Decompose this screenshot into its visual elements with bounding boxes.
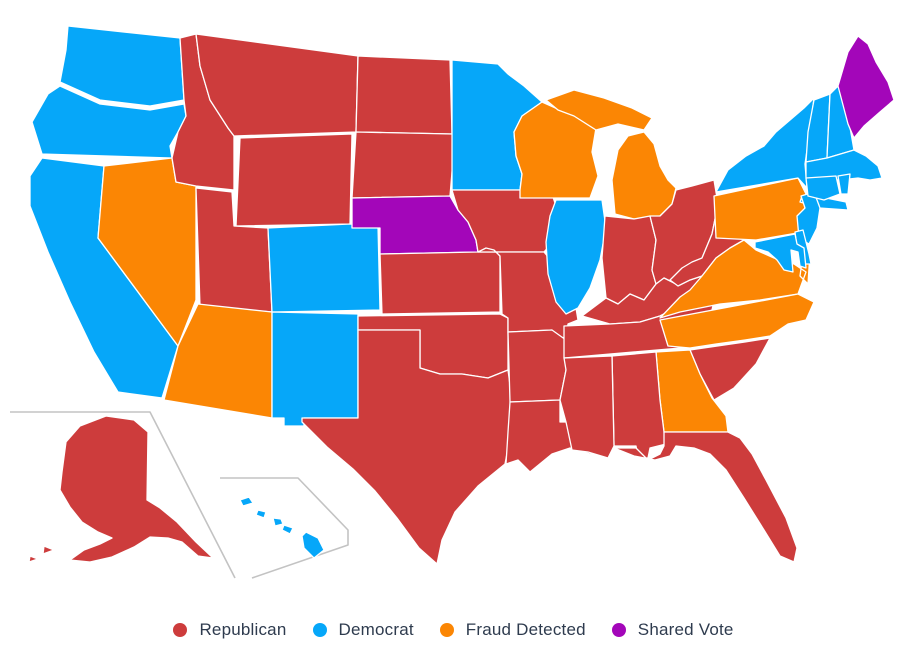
state-oregon[interactable]: Oregon — Democrat	[31, 85, 187, 159]
legend-label-republican: Republican	[199, 620, 287, 639]
shared-vote-dot-icon	[611, 623, 626, 637]
legend-item-republican[interactable]: Republican	[173, 620, 286, 640]
legend-item-fraud-detected[interactable]: Fraud Detected	[439, 620, 586, 640]
us-choropleth-map: Washington — Democrat Oregon — Democrat …	[10, 25, 895, 579]
state-south-dakota[interactable]: South Dakota — Republican	[351, 131, 457, 199]
democrat-dot-icon	[312, 623, 327, 637]
state-hawaii[interactable]: Hawaii — Democrat	[239, 496, 325, 559]
state-indiana[interactable]: Indiana — Republican	[601, 215, 657, 305]
state-north-dakota[interactable]: North Dakota — Republican	[355, 55, 453, 135]
state-connecticut[interactable]: Connecticut — Democrat	[805, 175, 841, 201]
state-arizona[interactable]: Arizona — Fraud Detected	[163, 303, 273, 419]
state-illinois[interactable]: Illinois — Democrat	[545, 199, 607, 315]
state-new-mexico[interactable]: New Mexico — Democrat	[271, 311, 359, 427]
state-rhode-island[interactable]: Rhode Island — Democrat	[837, 173, 851, 195]
fraud-detected-dot-icon	[439, 623, 454, 637]
state-mississippi[interactable]: Mississippi — Republican	[559, 355, 615, 459]
state-north-carolina[interactable]: North Carolina — Fraud Detected	[659, 293, 815, 349]
state-wyoming[interactable]: Wyoming — Republican	[235, 133, 353, 227]
republican-dot-icon	[173, 623, 188, 637]
legend-label-fraud-detected: Fraud Detected	[465, 620, 586, 639]
legend-item-shared-vote[interactable]: Shared Vote	[611, 620, 734, 640]
alaska-inset-border	[10, 411, 236, 579]
state-new-hampshire[interactable]: New Hampshire — Democrat	[826, 85, 855, 159]
state-kansas[interactable]: Kansas — Republican	[379, 247, 501, 315]
legend-label-shared-vote: Shared Vote	[637, 620, 734, 639]
legend: Republican Democrat Fraud Detected Share…	[0, 620, 907, 640]
state-texas[interactable]: Texas — Republican	[301, 329, 513, 565]
state-alabama[interactable]: Alabama — Republican	[611, 351, 667, 459]
state-colorado[interactable]: Colorado — Democrat	[267, 223, 381, 313]
state-alaska[interactable]: Alaska — Republican	[28, 415, 214, 563]
state-maryland[interactable]: Maryland — Democrat	[754, 233, 807, 273]
state-maine[interactable]: Maine — Shared Vote	[837, 35, 895, 139]
legend-label-democrat: Democrat	[338, 620, 414, 639]
legend-item-democrat[interactable]: Democrat	[312, 620, 414, 640]
state-florida[interactable]: Florida — Republican	[613, 431, 798, 563]
